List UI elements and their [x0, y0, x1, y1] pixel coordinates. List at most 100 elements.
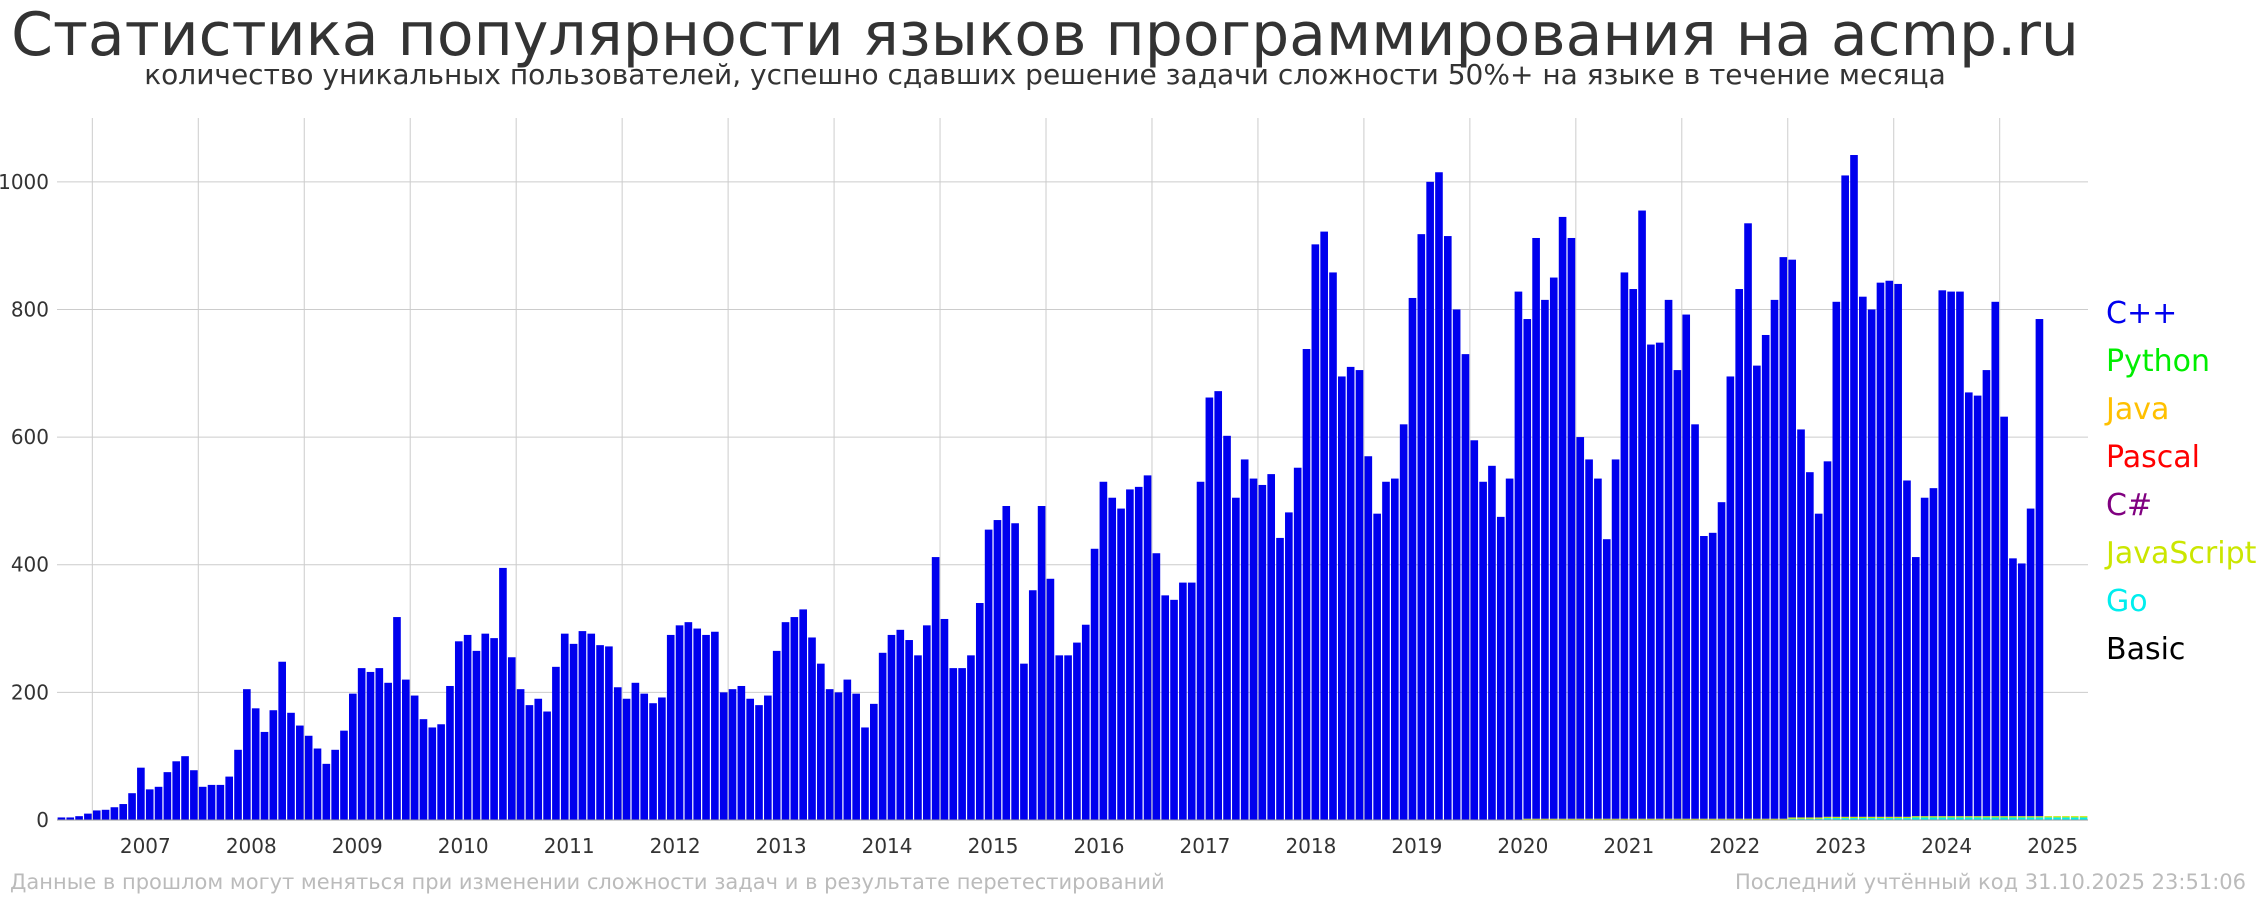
bar-segment: [1232, 497, 1240, 820]
legend-item-pascal: Pascal: [2106, 440, 2200, 475]
bar-segment: [1814, 817, 1823, 819]
bar-segment: [322, 763, 331, 820]
bar-segment: [366, 671, 375, 820]
bar-segment: [684, 622, 693, 820]
bar-segment: [1558, 216, 1567, 819]
x-tick-label: 2018: [1285, 834, 1336, 858]
bar-segment: [1894, 283, 1902, 817]
bar-segment: [870, 703, 878, 820]
bar-segment: [243, 689, 251, 820]
bar-segment: [1867, 818, 1876, 820]
y-tick-label: 0: [36, 808, 49, 832]
y-tick-label: 200: [11, 680, 49, 704]
bar-segment: [728, 689, 737, 820]
legend-item-go: Go: [2106, 584, 2148, 619]
bar-segment: [1929, 488, 1938, 817]
bar-segment: [1470, 440, 1479, 820]
bar-segment: [384, 682, 392, 820]
bar-segment: [1903, 818, 1911, 820]
bar-segment: [1532, 818, 1540, 820]
bar-segment: [1002, 506, 1011, 820]
bar-segment: [198, 786, 207, 820]
bar-segment: [1426, 181, 1434, 820]
bar-segment: [1558, 818, 1567, 820]
bar-segment: [1011, 523, 1019, 820]
x-tick-label: 2022: [1709, 834, 1760, 858]
bar-segment: [1655, 818, 1664, 820]
x-tick-label: 2012: [650, 834, 701, 858]
bar-segment: [304, 735, 313, 820]
bar-segment: [1885, 816, 1894, 819]
bar-segment: [905, 640, 913, 820]
bar-segment: [1744, 818, 1752, 820]
bar-segment: [2017, 816, 2026, 818]
bar-segment: [145, 789, 154, 820]
bar-segment: [1249, 478, 1258, 820]
bar-segment: [993, 520, 1002, 820]
bar-segment: [2026, 817, 2035, 820]
bar-segment: [1920, 817, 1929, 820]
bar-segment: [1708, 818, 1717, 820]
x-tick-label: 2016: [1074, 834, 1125, 858]
bar-segment: [1620, 272, 1629, 819]
bar-segment: [1443, 236, 1452, 820]
bar-segment: [1488, 465, 1496, 820]
bar-segment: [2062, 816, 2070, 818]
bar-segment: [1867, 816, 1876, 819]
bar-segment: [1894, 816, 1902, 819]
bar-segment: [1788, 818, 1796, 820]
bar-segment: [2053, 817, 2061, 820]
bar-segment: [1541, 818, 1549, 820]
bar-segment: [1991, 816, 2000, 818]
bar-segment: [357, 668, 366, 820]
bar-segment: [631, 682, 640, 820]
bar-segment: [1982, 816, 1991, 818]
bar-segment: [1055, 655, 1064, 820]
x-tick-label: 2020: [1497, 834, 1548, 858]
bar-segment: [693, 628, 702, 820]
bar-segment: [1496, 516, 1505, 820]
bar-segment: [2062, 817, 2070, 820]
bar-segment: [1841, 816, 1849, 819]
bar-segment: [331, 749, 339, 820]
bar-segment: [1920, 497, 1929, 817]
bar-segment: [1505, 478, 1514, 820]
bar-segment: [1823, 818, 1832, 820]
bar-segment: [269, 710, 278, 820]
bar-segment: [1682, 818, 1691, 820]
bar-segment: [1691, 818, 1699, 820]
bar-segment: [1293, 467, 1302, 820]
bar-segment: [1841, 818, 1849, 820]
x-tick-label: 2010: [438, 834, 489, 858]
x-tick-label: 2009: [332, 834, 383, 858]
bar-segment: [1903, 816, 1911, 819]
bar-segment: [1876, 282, 1885, 817]
bar-segment: [1717, 502, 1726, 819]
bar-segment: [1073, 642, 1081, 820]
bar-segment: [1240, 459, 1249, 820]
bar-segment: [1399, 424, 1408, 820]
bar-segment: [1585, 459, 1593, 819]
bar-segment: [560, 633, 569, 820]
bar-segment: [984, 529, 993, 820]
bar-segment: [1973, 395, 1982, 817]
bar-segment: [1620, 818, 1629, 820]
bar-segment: [1346, 366, 1355, 820]
bar-segment: [1735, 818, 1744, 820]
bar-segment: [2017, 817, 2026, 820]
legend-item-c-: C#: [2106, 488, 2153, 523]
x-tick-label: 2015: [968, 834, 1019, 858]
bar-segment: [507, 657, 516, 820]
bar-segment: [1832, 818, 1841, 820]
bar-segment: [2044, 817, 2053, 820]
bar-segment: [1947, 816, 1955, 818]
bar-segment: [1876, 818, 1885, 820]
bar-segment: [2000, 416, 2008, 817]
bar-segment: [808, 637, 816, 820]
last-code-timestamp: Последний учтённый код 31.10.2025 23:51:…: [1734, 870, 2246, 894]
bar-segment: [154, 786, 163, 820]
bar-segment: [454, 641, 463, 820]
bar-segment: [234, 749, 242, 820]
x-tick-label: 2024: [1921, 834, 1972, 858]
bar-segment: [1594, 478, 1602, 819]
